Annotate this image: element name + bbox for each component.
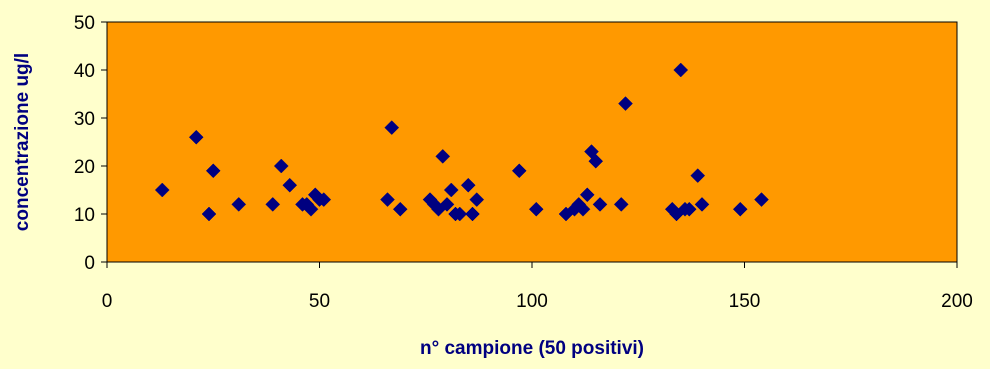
data-point xyxy=(465,206,480,222)
data-point xyxy=(435,149,451,164)
y-tick-label: 0 xyxy=(84,253,95,274)
data-point xyxy=(690,168,706,183)
y-axis-title: concentrazione ug/l xyxy=(12,53,33,231)
y-tick-label: 10 xyxy=(74,205,95,226)
x-tick-label: 0 xyxy=(102,291,113,312)
data-point xyxy=(754,192,769,207)
x-tick-label: 200 xyxy=(941,291,973,312)
x-axis: 0 50 100 150 200 xyxy=(102,261,973,312)
data-point xyxy=(282,177,298,193)
data-point xyxy=(392,201,408,217)
data-point xyxy=(528,201,544,217)
data-point xyxy=(575,201,591,217)
data-point xyxy=(732,201,748,217)
data-point xyxy=(384,120,400,135)
data-point xyxy=(303,201,319,217)
y-tick-label: 30 xyxy=(74,109,95,130)
x-tick-label: 100 xyxy=(516,291,548,312)
data-point xyxy=(380,192,395,207)
data-point xyxy=(511,163,527,179)
y-tick-label: 50 xyxy=(74,13,95,34)
data-point xyxy=(681,201,697,217)
x-tick-label: 150 xyxy=(729,291,761,312)
data-point xyxy=(469,192,485,207)
data-point xyxy=(452,206,468,222)
data-point xyxy=(613,197,629,212)
data-point xyxy=(205,163,221,179)
x-axis-title: n° campione (50 positivi) xyxy=(420,338,644,359)
data-point xyxy=(188,129,204,145)
data-point xyxy=(231,197,247,212)
data-point xyxy=(439,197,455,212)
data-point xyxy=(265,197,281,212)
data-point xyxy=(273,158,289,174)
data-point xyxy=(154,182,170,198)
data-point xyxy=(316,192,332,207)
data-point xyxy=(588,153,604,169)
data-points xyxy=(154,62,769,222)
data-point xyxy=(694,197,710,212)
plot-area xyxy=(106,21,958,263)
data-point xyxy=(443,182,459,198)
data-point xyxy=(673,62,689,78)
data-point xyxy=(592,197,608,212)
data-point xyxy=(579,187,595,203)
y-tick-label: 40 xyxy=(74,61,95,82)
data-point xyxy=(618,96,633,111)
y-axis: 0 10 20 30 40 50 xyxy=(74,13,108,274)
x-tick-label: 50 xyxy=(309,291,330,312)
data-point xyxy=(460,177,476,193)
y-tick-label: 20 xyxy=(74,157,95,178)
data-point xyxy=(201,206,217,222)
